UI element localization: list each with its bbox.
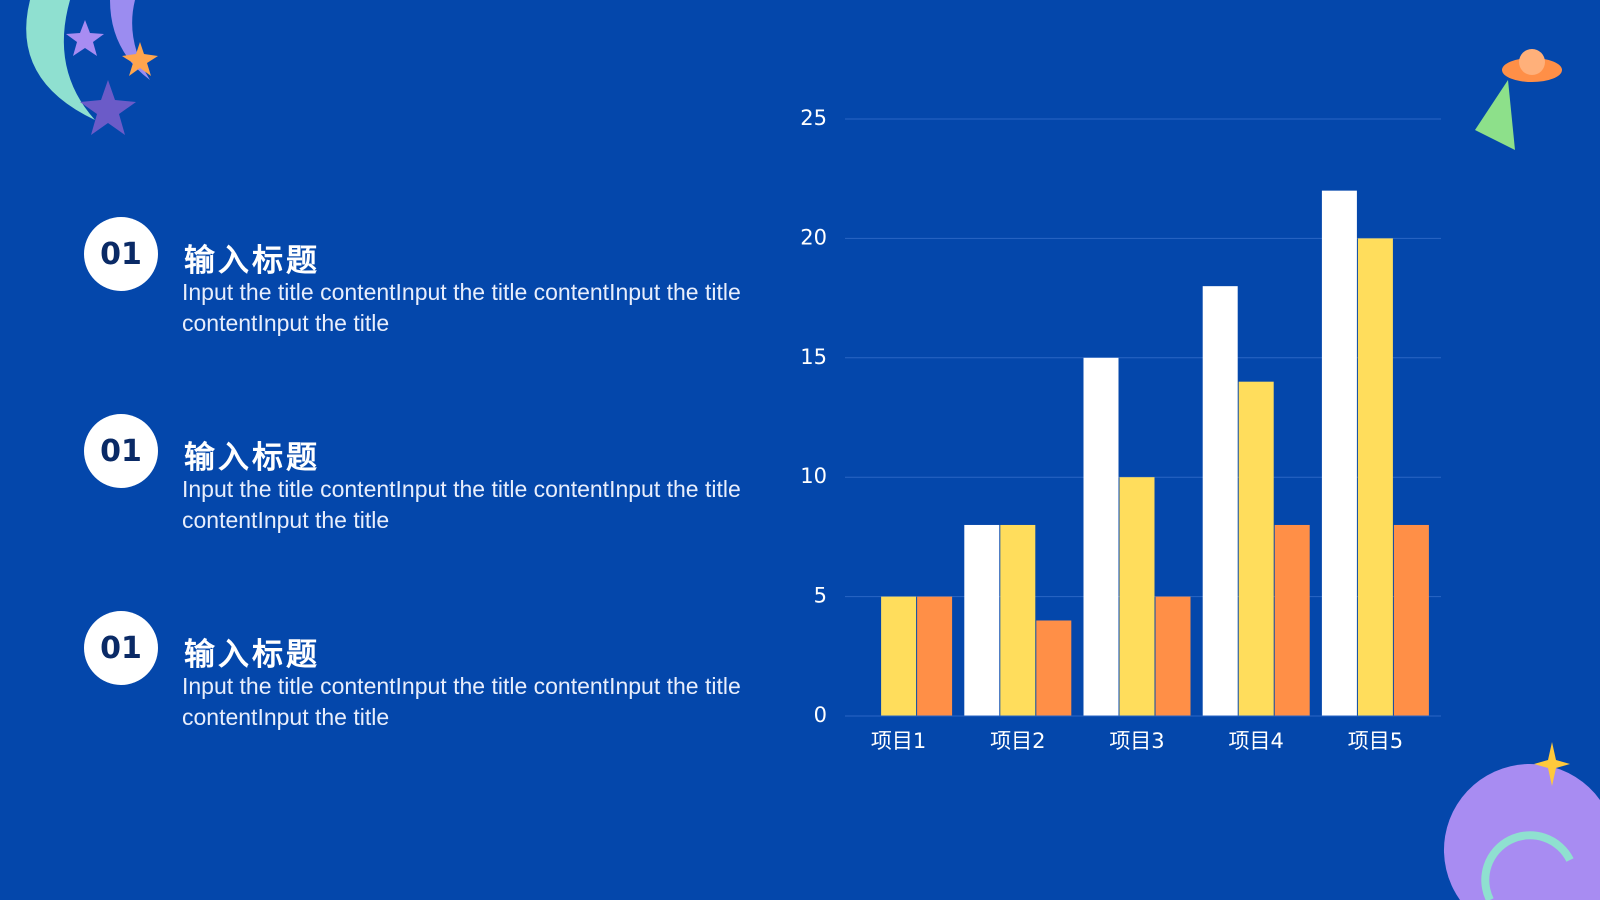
item-title: 输入标题 xyxy=(184,243,320,279)
list-item: 01 输入标题 Input the title contentInput the… xyxy=(84,414,764,574)
y-tick-label: 0 xyxy=(814,703,827,727)
y-tick-label: 10 xyxy=(800,464,827,488)
bar xyxy=(964,524,1000,716)
decoration xyxy=(26,0,1600,900)
list-item: 01 输入标题 Input the title contentInput the… xyxy=(84,611,764,771)
bar xyxy=(1393,524,1429,716)
bar xyxy=(1274,524,1310,716)
item-title: 输入标题 xyxy=(184,637,320,673)
x-tick-label: 项目3 xyxy=(1109,729,1164,753)
x-tick-label: 项目4 xyxy=(1229,729,1284,753)
item-text: Input the title contentInput the title c… xyxy=(182,673,741,730)
bar xyxy=(1202,286,1238,716)
list-item: 01 输入标题 Input the title contentInput the… xyxy=(84,217,764,377)
bar xyxy=(1036,620,1072,716)
bar xyxy=(917,596,953,716)
y-tick-label: 25 xyxy=(800,106,827,130)
bar xyxy=(1357,238,1393,716)
x-tick-label: 项目2 xyxy=(990,729,1045,753)
y-tick-label: 5 xyxy=(814,584,827,608)
x-tick-label: 项目1 xyxy=(871,729,926,753)
badge: 01 xyxy=(84,611,158,685)
item-text: Input the title contentInput the title c… xyxy=(182,476,741,533)
item-text: Input the title contentInput the title c… xyxy=(182,279,741,336)
badge: 01 xyxy=(84,217,158,291)
bar xyxy=(881,596,917,716)
x-tick-label: 项目5 xyxy=(1348,729,1403,753)
bar xyxy=(1119,477,1155,716)
y-tick-label: 15 xyxy=(800,345,827,369)
bar xyxy=(1238,381,1274,716)
badge: 01 xyxy=(84,414,158,488)
bar xyxy=(1083,357,1119,716)
bar xyxy=(1155,596,1191,716)
bar xyxy=(1000,524,1036,716)
bar xyxy=(1321,190,1357,716)
item-title: 输入标题 xyxy=(184,440,320,476)
y-tick-label: 20 xyxy=(800,225,827,249)
